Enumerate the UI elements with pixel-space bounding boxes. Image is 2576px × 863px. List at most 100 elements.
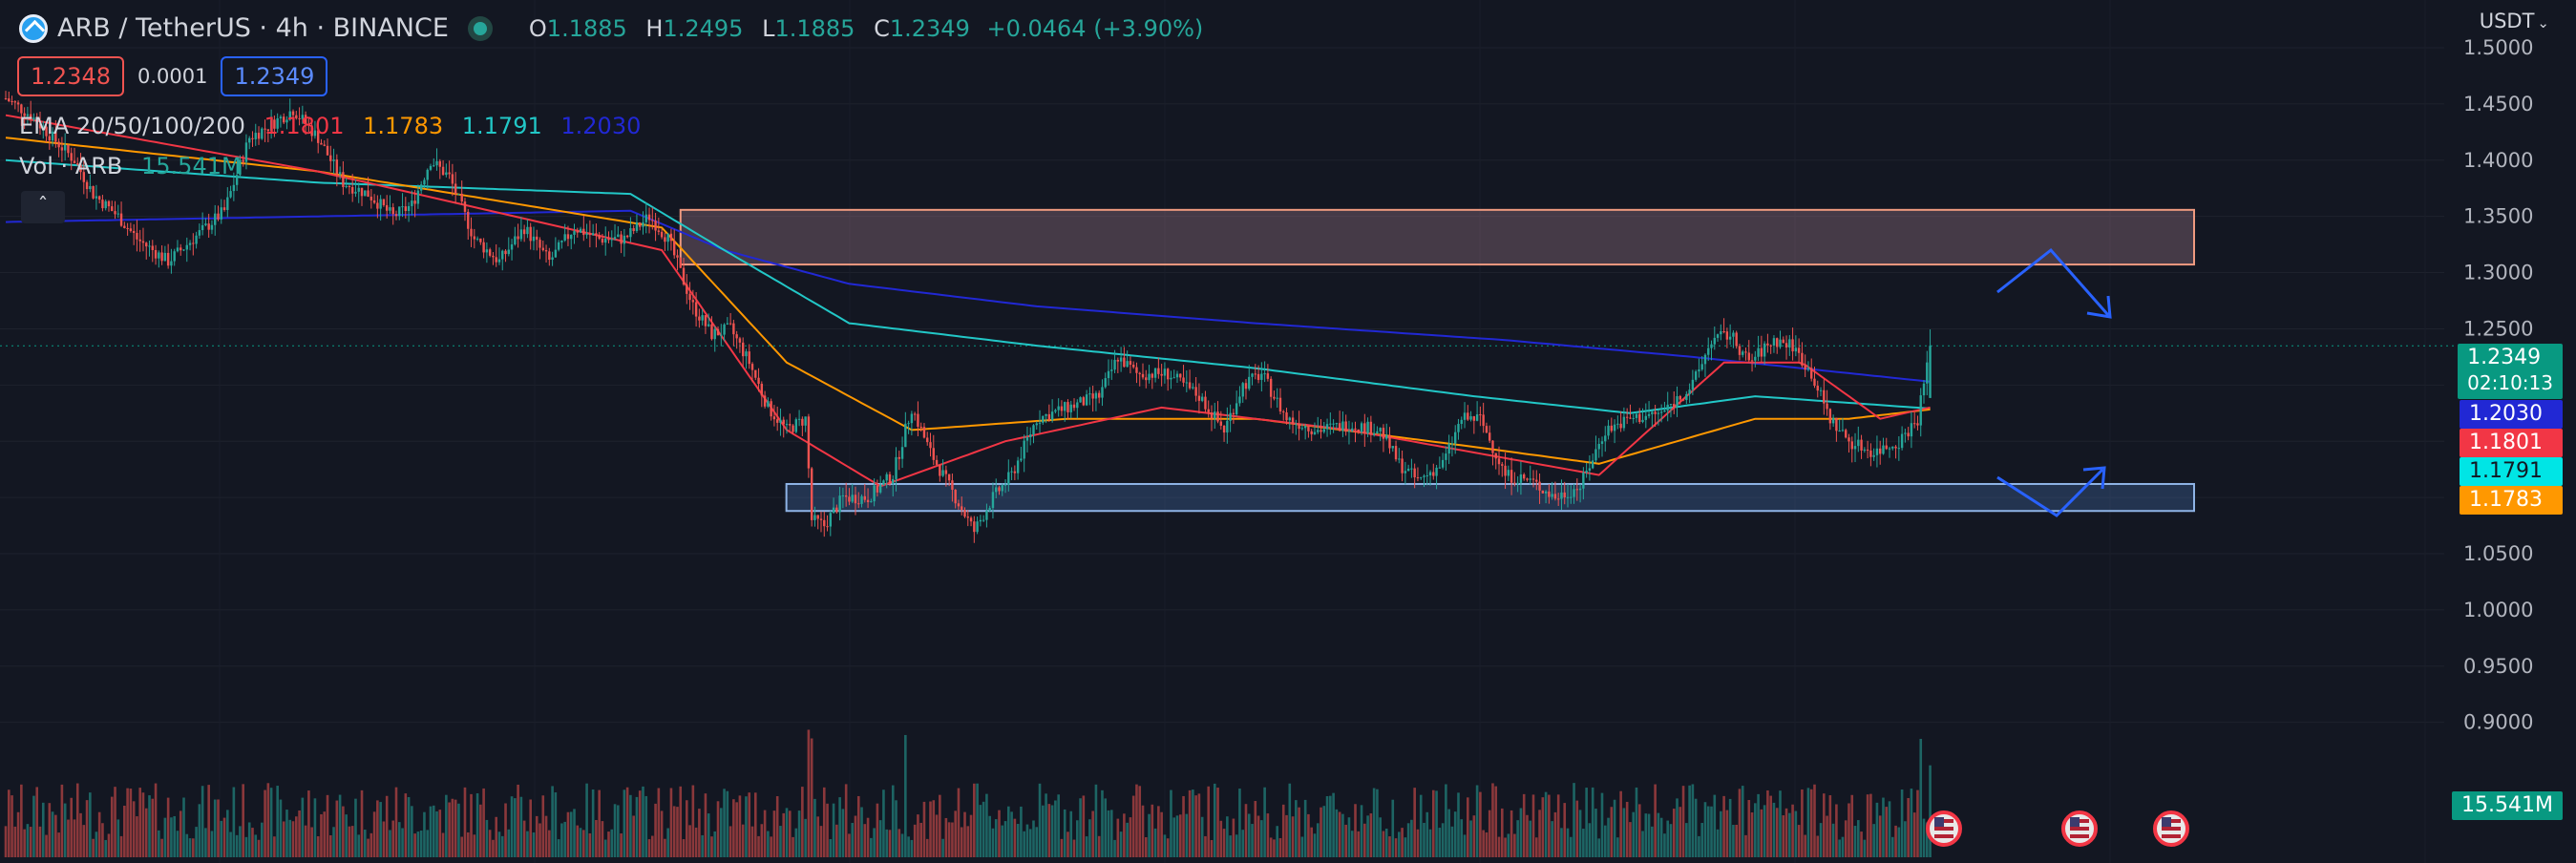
volume-bar: [1060, 838, 1064, 857]
candle-body: [1313, 432, 1317, 434]
volume-bar: [1151, 804, 1154, 857]
flag-stripe: [2070, 827, 2089, 831]
volume-bar: [719, 808, 723, 857]
candle-body: [1801, 352, 1804, 366]
candle-body: [1516, 482, 1519, 484]
volume-bar: [1391, 799, 1395, 857]
volume-bar: [1657, 812, 1660, 857]
volume-bar: [166, 797, 170, 857]
candle-body: [48, 136, 52, 141]
volume-bar: [1450, 826, 1454, 857]
price-zones[interactable]: [679, 208, 2196, 513]
candle-body: [985, 510, 988, 520]
collapse-legend-button[interactable]: ˆ: [21, 191, 65, 223]
volume-bar: [797, 810, 801, 857]
volume-bar: [826, 803, 829, 857]
candle-body: [445, 172, 448, 176]
candle-body: [1538, 481, 1541, 491]
candle-body: [295, 115, 298, 118]
volume-bar: [588, 832, 592, 857]
candle-body: [497, 259, 501, 263]
volume-bar: [1722, 795, 1725, 857]
candle-body: [404, 206, 408, 212]
volume-bar: [1354, 804, 1357, 857]
volume-bar: [1875, 802, 1879, 857]
volume-bar: [1522, 793, 1526, 857]
candle-body: [1494, 453, 1497, 459]
candle-body: [435, 160, 438, 166]
candle-body: [1035, 423, 1038, 426]
price-tick-label: 1.0000: [2463, 599, 2533, 621]
volume-bar: [685, 800, 688, 857]
currency-selector[interactable]: USDT ⌄: [2479, 10, 2549, 32]
volume-bar: [70, 797, 74, 857]
candle-body: [1170, 377, 1172, 380]
volume-bar: [63, 803, 67, 857]
candle-body: [1797, 347, 1801, 353]
volume-bar: [1573, 783, 1575, 857]
market-open-status-icon: [473, 21, 487, 35]
candle-body: [1869, 450, 1872, 457]
candle-body: [1597, 443, 1600, 450]
volume-bar: [1113, 839, 1116, 857]
projection-arrows[interactable]: [1996, 247, 2112, 517]
volume-bar: [1363, 823, 1366, 857]
volume-legend[interactable]: Vol · ARB 15.541M: [19, 153, 242, 179]
candle-body: [607, 239, 610, 241]
sell-price-button[interactable]: 1.2348: [17, 56, 124, 96]
candle-body: [1107, 370, 1110, 379]
candle-body: [273, 119, 276, 129]
candle-body: [1541, 490, 1545, 494]
candle-body: [389, 207, 391, 211]
volume-bar: [269, 788, 273, 857]
volume-bar: [951, 822, 954, 857]
candle-body: [1425, 475, 1428, 477]
volume-bar: [1244, 804, 1248, 857]
volume-bar: [1538, 810, 1541, 857]
volume-bar: [360, 789, 364, 857]
volume-bar: [7, 789, 11, 857]
volume-bar: [60, 784, 64, 857]
candle-body: [1754, 356, 1757, 361]
volume-bar: [220, 820, 223, 857]
candle-body: [13, 101, 17, 103]
volume-bar: [1123, 813, 1126, 857]
candle-body: [541, 247, 544, 251]
symbol-title[interactable]: ARB / TetherUS · 4h · BINANCE: [57, 13, 449, 43]
candle-body: [454, 183, 457, 195]
volume-bar: [1551, 821, 1553, 857]
volume-bar: [119, 835, 123, 857]
candle-body: [217, 213, 220, 220]
candle-body: [904, 423, 907, 448]
candle-body: [1104, 378, 1107, 388]
volume-bar: [991, 828, 995, 857]
volume-bar: [782, 812, 786, 857]
candle-body: [1929, 346, 1932, 398]
candle-body: [1720, 330, 1722, 335]
volume-bar: [1066, 831, 1069, 857]
volume-bar: [919, 822, 922, 857]
volume-bar: [158, 830, 160, 857]
candle-body: [451, 174, 454, 184]
volume-bar: [1663, 833, 1666, 857]
candle-body: [95, 196, 98, 199]
volume-bar: [1235, 834, 1238, 857]
candle-body: [426, 169, 429, 180]
volume-bar: [482, 788, 485, 857]
buy-price-button[interactable]: 1.2349: [221, 56, 328, 96]
candle-body: [1841, 430, 1845, 432]
candle-body: [1679, 395, 1681, 400]
candle-body: [1475, 414, 1479, 421]
volume-bar: [900, 833, 904, 857]
economic-events[interactable]: [1926, 810, 2189, 847]
volume-bar: [1529, 820, 1532, 857]
volume-bar: [610, 829, 614, 857]
candle-body: [360, 187, 364, 197]
volume-bar: [1329, 795, 1332, 857]
volume-bar: [1897, 827, 1901, 857]
candle-body: [1145, 377, 1148, 381]
candle-body: [266, 129, 270, 132]
volume-bar: [1575, 800, 1579, 857]
ema-legend[interactable]: EMA 20/50/100/200 1.1801 1.1783 1.1791 1…: [19, 113, 642, 139]
